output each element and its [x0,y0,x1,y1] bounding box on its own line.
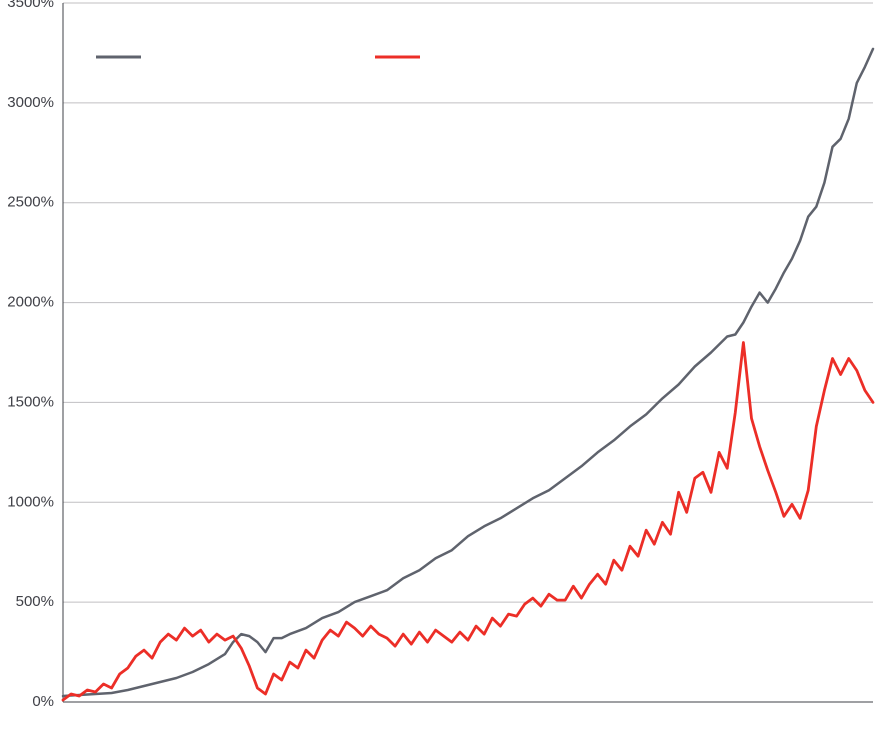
y-tick-label: 2000% [7,294,54,311]
series-line-series-b [63,343,873,701]
chart-svg: 0% 500% 1000% 1500% 2000% 2500% 3000% 3500% [0,0,875,731]
y-tick-label: 1000% [7,493,54,510]
y-tick-label: 500% [16,593,54,610]
y-tick-label: 1500% [7,393,54,410]
series-line-series-a [63,49,873,696]
performance-chart: 0% 500% 1000% 1500% 2000% 2500% 3000% 3500% [0,0,875,731]
y-tick-label: 3000% [7,94,54,111]
y-tick-label: 3500% [7,0,54,11]
y-tick-label: 2500% [7,194,54,211]
y-tick-label: 0% [32,693,54,710]
